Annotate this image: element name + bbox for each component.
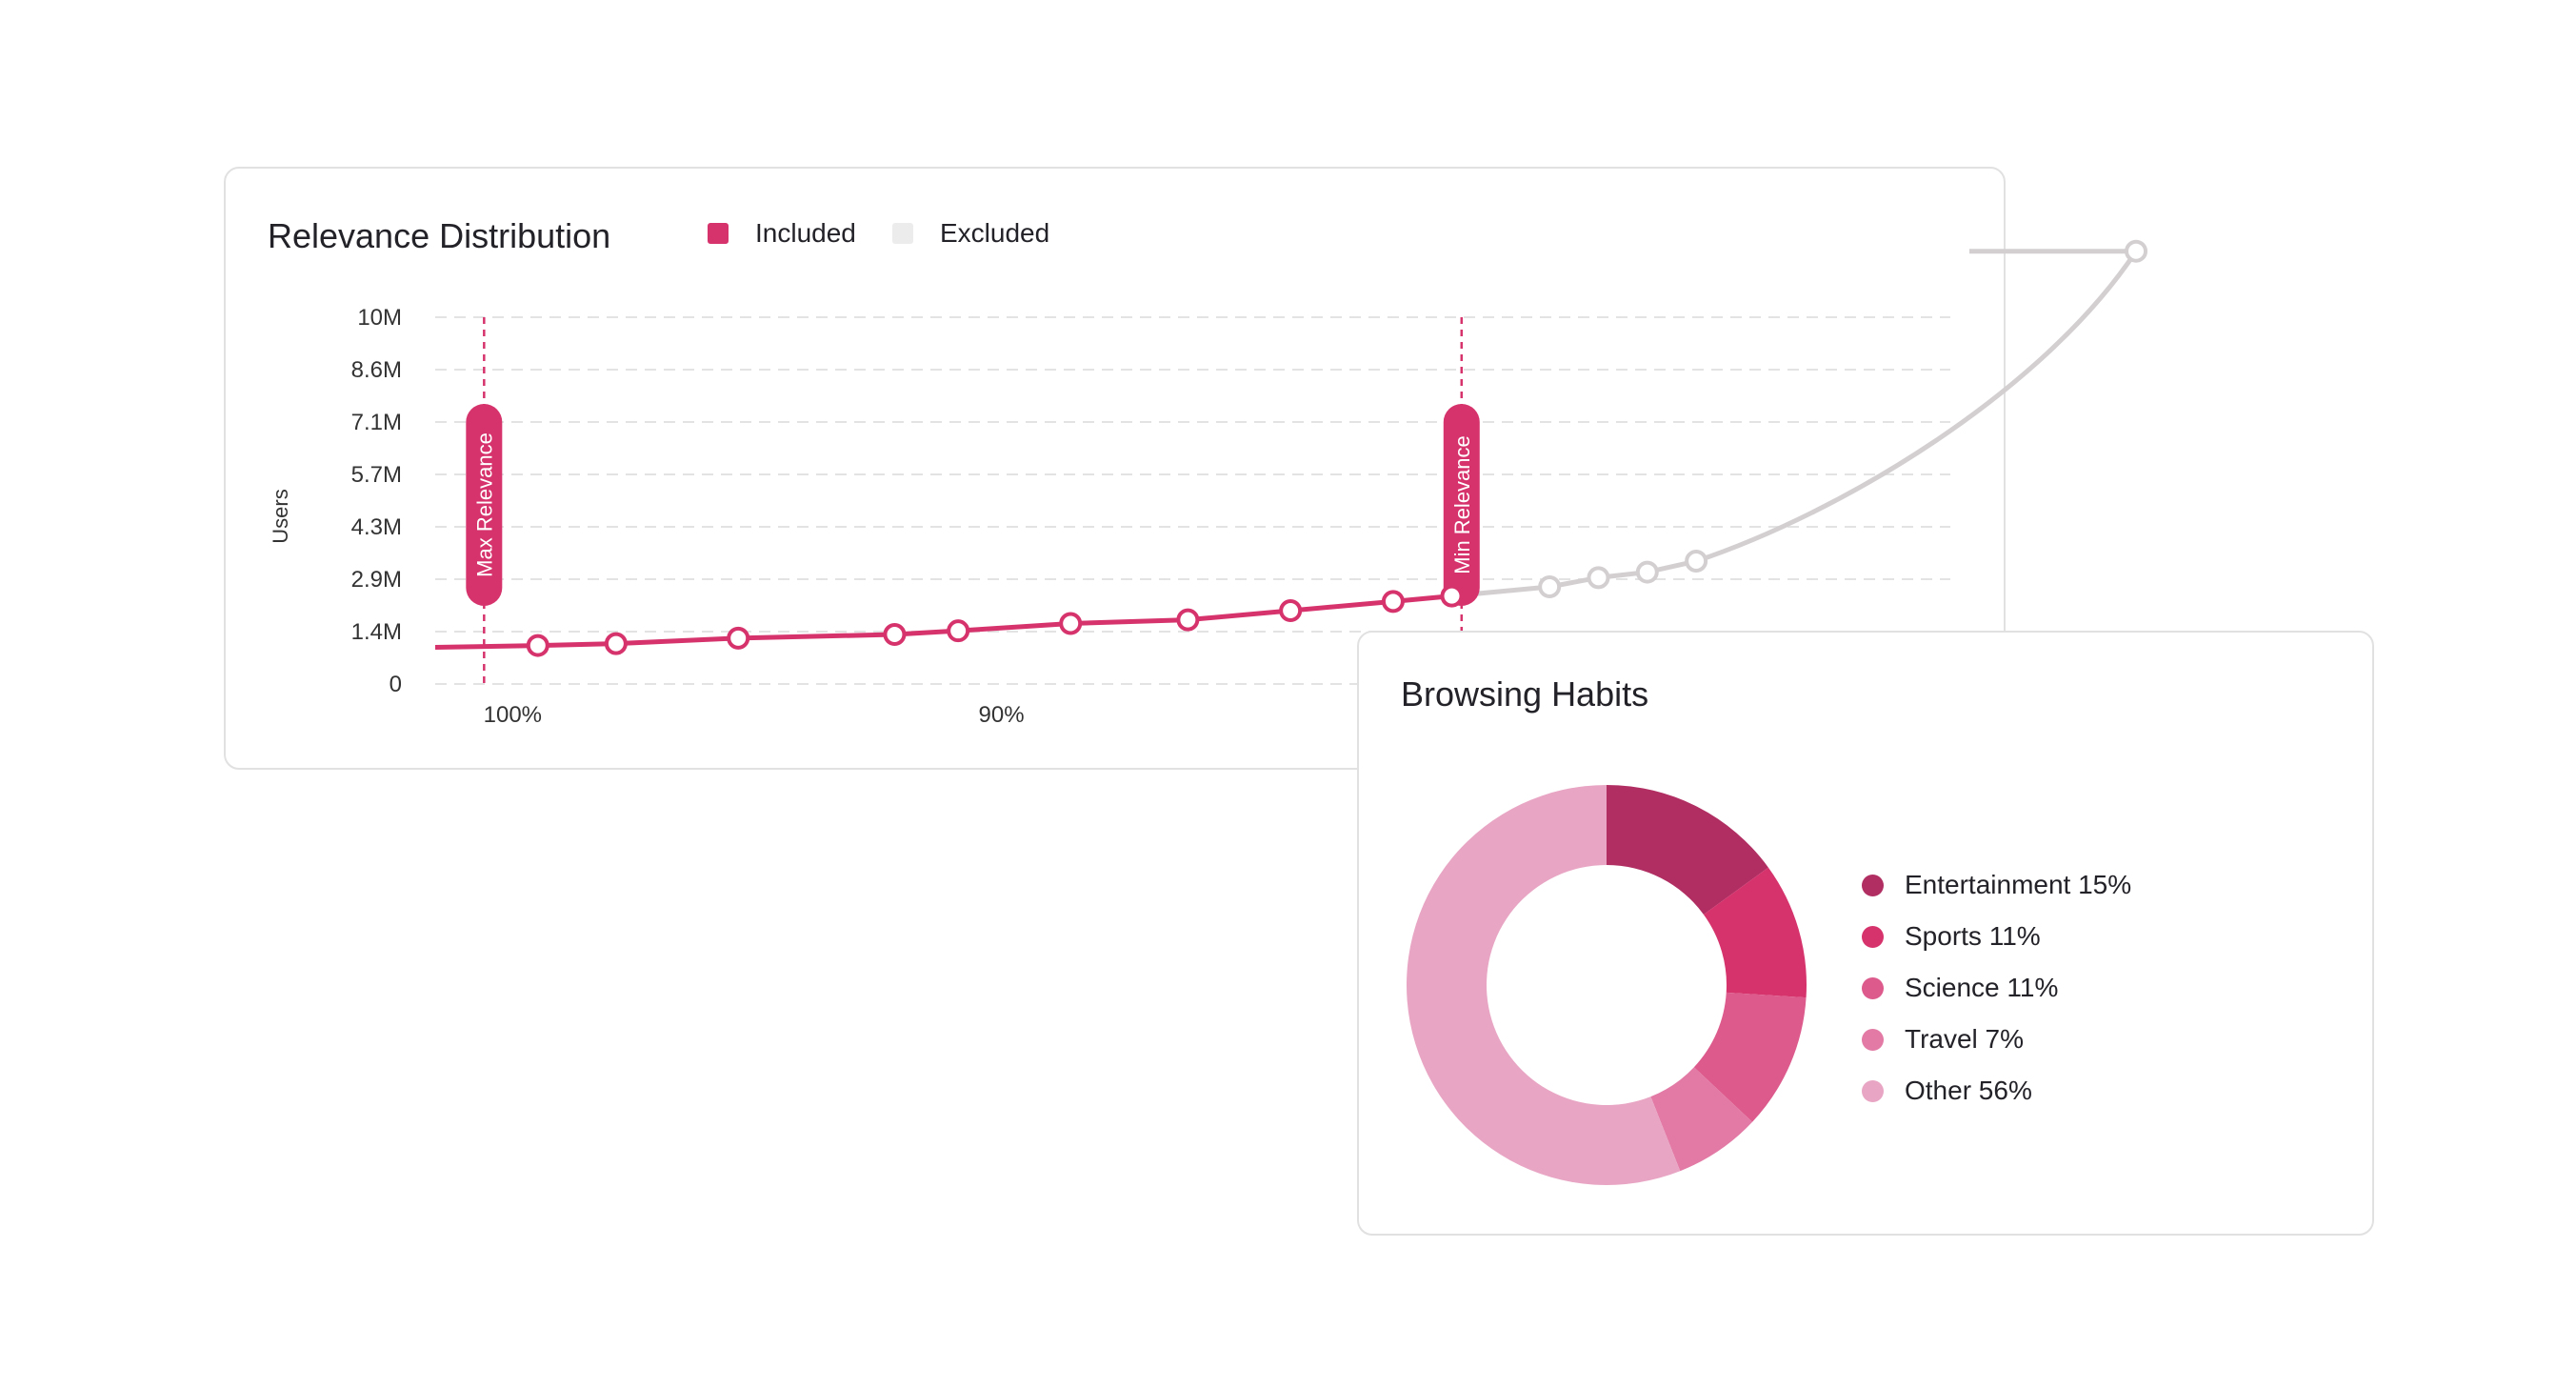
legend-label-included: Included [755,218,856,248]
pie-legend-dot [1862,1079,1884,1102]
legend-item-included[interactable]: Included [708,218,856,249]
pie-legend-label: Other 56% [1905,1076,2032,1105]
pie-legend-label: Sports 11% [1905,921,2041,951]
pie-legend-item-sports[interactable]: Sports 11% [1862,911,2131,962]
pie-legend: Entertainment 15% Sports 11% Science 11%… [1862,859,2131,1116]
browsing-donut-chart [1407,785,1807,1185]
legend-item-excluded[interactable]: Excluded [892,218,1049,249]
pie-legend-dot [1862,925,1884,948]
pie-legend-item-travel[interactable]: Travel 7% [1862,1014,2131,1065]
pie-legend-dot [1862,874,1884,896]
pie-legend-item-entertainment[interactable]: Entertainment 15% [1862,859,2131,911]
pie-legend-label: Entertainment 15% [1905,870,2132,899]
donut-slice-sports [1703,867,1807,998]
donut-slice-other [1407,785,1681,1185]
pie-legend-item-science[interactable]: Science 11% [1862,962,2131,1014]
pie-legend-item-other[interactable]: Other 56% [1862,1065,2131,1116]
browsing-title: Browsing Habits [1401,674,1649,714]
legend-swatch-excluded [892,223,913,244]
donut-slice-travel [1650,1067,1753,1172]
browsing-habits-card: Browsing Habits Entertainment 15% Sports… [1357,631,2374,1236]
excluded-point [2125,239,2148,263]
pie-legend-label: Travel 7% [1905,1024,2025,1054]
relevance-title: Relevance Distribution [268,216,611,255]
donut-slice-entertainment [1607,785,1768,915]
legend-label-excluded: Excluded [940,218,1050,248]
donut-slice-science [1693,992,1807,1122]
legend-swatch-included [708,223,729,244]
pie-legend-dot [1862,976,1884,999]
pie-legend-label: Science 11% [1905,973,2059,1002]
pie-legend-dot [1862,1028,1884,1051]
